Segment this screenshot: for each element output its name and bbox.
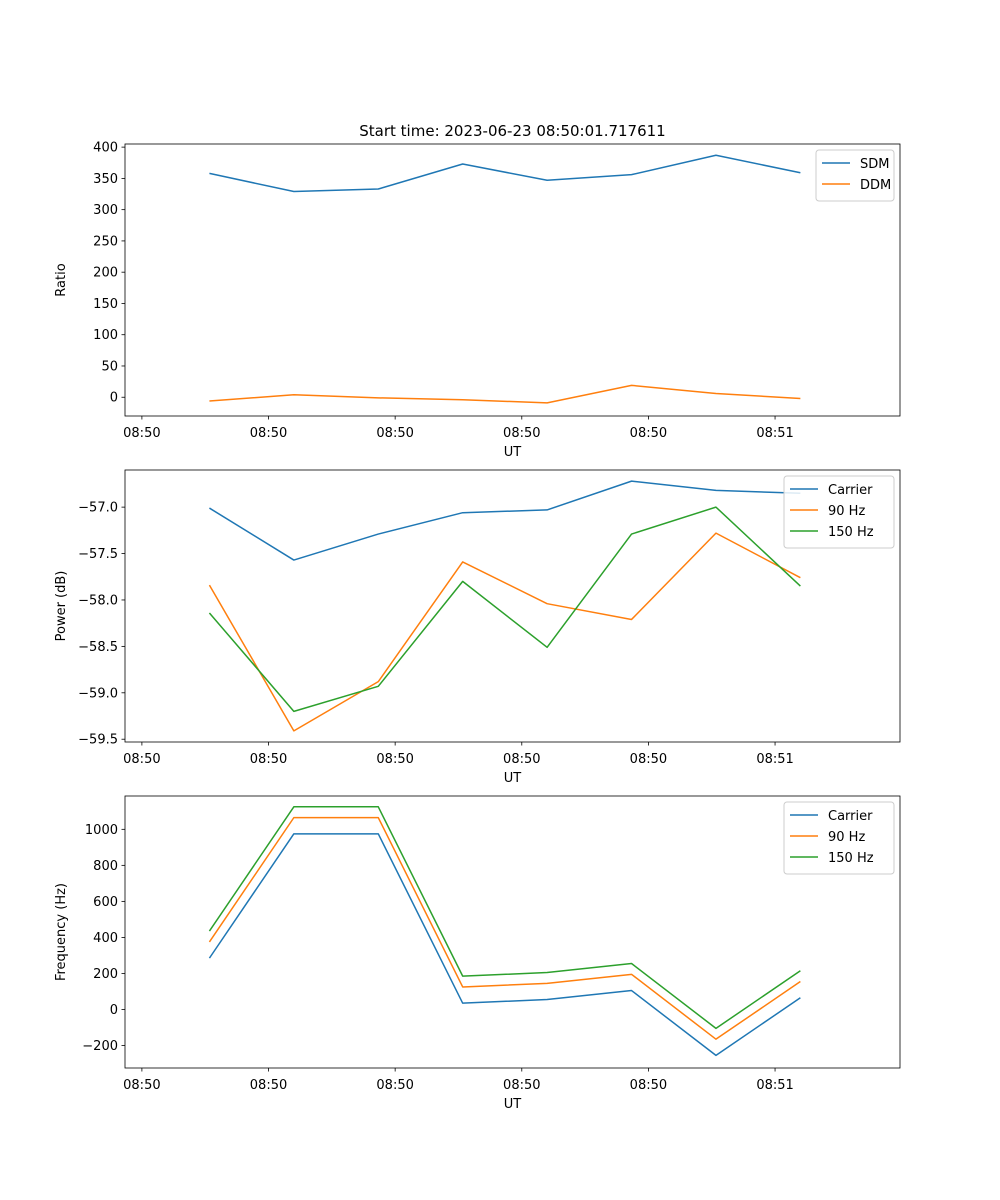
chart3-ytick-label: 400 [93, 931, 118, 946]
chart2-xtick-label: 08:50 [376, 752, 413, 767]
chart3-ytick-label: 1000 [85, 823, 118, 838]
chart1-axes-frame [124, 143, 901, 417]
chart2-xlabel: UT [504, 771, 522, 786]
chart2-series-1-line [209, 480, 801, 561]
chart1-ylabel: Ratio [54, 263, 69, 296]
chart2-ylabel: Power (dB) [54, 571, 69, 642]
chart1-xtick-label: 08:50 [630, 426, 667, 441]
chart1-ytick-label: 100 [93, 328, 118, 343]
chart2-xtick-label: 08:50 [250, 752, 287, 767]
chart3-ytick-label: 600 [93, 895, 118, 910]
chart3-legend-label-3: 150 Hz [828, 851, 874, 866]
chart2-ytick-label: −57.0 [78, 501, 118, 516]
chart1-ytick-label: 350 [93, 172, 118, 187]
panels: 0 50 100 150 200 250 300 350 400 08:50 08:50 08:50 0… [54, 141, 901, 1112]
chart2-xtick-label: 08:50 [123, 752, 160, 767]
chart2-legend-label-3: 150 Hz [828, 525, 874, 540]
chart3-legend: Carrier 90 Hz 150 Hz [783, 801, 895, 875]
chart1-legend: SDM DDM [815, 149, 895, 202]
chart2-legend-label-2: 90 Hz [828, 504, 865, 519]
chart3-legend-frame [783, 801, 895, 875]
chart3-xtick-label: 08:51 [756, 1078, 793, 1093]
chart3-xtick-label: 08:50 [250, 1078, 287, 1093]
chart3: −200 0 200 400 600 800 1000 08:50 08:50 08:50 08:5… [54, 795, 901, 1112]
chart1-xtick-label: 08:50 [503, 426, 540, 441]
chart1-ytick-label: 50 [101, 359, 118, 374]
chart2-series-3-line [208, 506, 801, 713]
chart2-ytick-label: −59.5 [78, 733, 118, 748]
chart1-xlabel: UT [504, 445, 522, 460]
chart2-xtick-label: 08:50 [630, 752, 667, 767]
chart1-legend-label-1: SDM [860, 157, 889, 172]
chart1-ytick-label: 400 [93, 141, 118, 156]
chart1-ytick-label: 250 [93, 234, 118, 249]
chart2-legend-frame [783, 475, 895, 549]
chart2-ytick-label: −57.5 [78, 547, 118, 562]
chart2-ytick-label: −59.0 [78, 686, 118, 701]
chart3-ytick-label: 800 [93, 859, 118, 874]
chart1: 0 50 100 150 200 250 300 350 400 08:50 08:50 08:50 0… [54, 141, 901, 460]
chart3-legend-label-2: 90 Hz [828, 830, 865, 845]
chart1-ytick-label: 0 [110, 391, 118, 406]
chart2-ytick-label: −58.0 [78, 593, 118, 608]
chart3-series-1-line [208, 833, 801, 1057]
chart3-xtick-label: 08:50 [123, 1078, 160, 1093]
chart1-xtick-label: 08:50 [376, 426, 413, 441]
chart1-series-1-line [209, 154, 801, 193]
chart2-legend: Carrier 90 Hz 150 Hz [783, 475, 895, 549]
chart3-xtick-label: 08:50 [376, 1078, 413, 1093]
chart3-series-3-line [208, 806, 801, 1030]
chart3-ylabel: Frequency (Hz) [54, 883, 69, 981]
chart3-xtick-label: 08:50 [503, 1078, 540, 1093]
chart2-ytick-label: −58.5 [78, 640, 118, 655]
chart2-axes-frame [124, 469, 901, 743]
chart1-ytick-label: 150 [93, 297, 118, 312]
chart2-xtick-label: 08:50 [503, 752, 540, 767]
chart1-xtick-label: 08:50 [250, 426, 287, 441]
chart3-axes-frame [124, 795, 901, 1069]
chart3-xlabel: UT [504, 1097, 522, 1112]
chart1-xtick-label: 08:51 [756, 426, 793, 441]
figure-title: Start time: 2023-06-23 08:50:01.717611 [359, 122, 665, 140]
chart3-xtick-label: 08:50 [630, 1078, 667, 1093]
chart3-ytick-label: −200 [82, 1039, 118, 1054]
chart2-xtick-label: 08:51 [756, 752, 793, 767]
chart2-legend-label-1: Carrier [828, 483, 873, 498]
chart2: −59.5 −59.0 −58.5 −58.0 −57.5 −57.0 08:50 08:50… [54, 469, 901, 786]
chart2-series-2-line [208, 532, 801, 732]
chart3-ytick-label: 200 [93, 967, 118, 982]
chart3-legend-label-1: Carrier [828, 809, 873, 824]
chart1-ytick-label: 200 [93, 266, 118, 281]
chart3-ytick-label: 0 [110, 1003, 118, 1018]
chart1-series-2-line [209, 384, 801, 404]
chart1-ytick-label: 300 [93, 203, 118, 218]
chart1-legend-label-2: DDM [860, 178, 891, 193]
chart1-xtick-label: 08:50 [123, 426, 160, 441]
chart3-series-2-line [208, 816, 801, 1040]
